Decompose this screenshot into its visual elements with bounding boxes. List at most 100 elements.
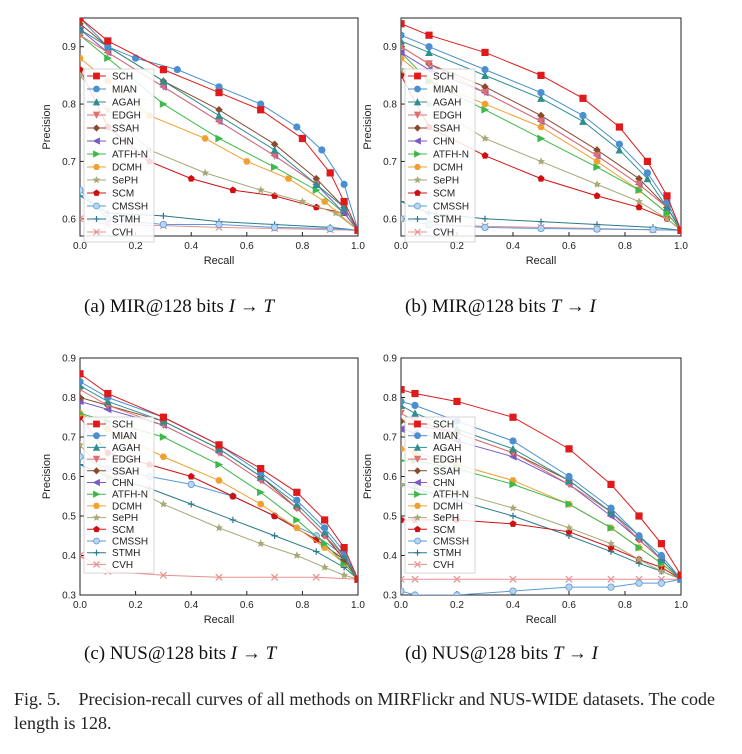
y-tick-label: 0.7 [383, 157, 397, 168]
legend-label-cmssh: CMSSH [112, 537, 148, 548]
data-point-stmh [509, 512, 517, 520]
caption-a-math: I → T [228, 296, 275, 317]
legend-marker-chn [92, 478, 100, 487]
data-point-cvh [80, 551, 84, 560]
data-point-sch [425, 31, 433, 39]
data-point-stmh [537, 218, 545, 225]
legend: SCH MIAN AGAH EDGH SSAH CHN ATFH-N DCMH SePH SCM C… [83, 68, 155, 243]
legend-label-stmh: STMH [112, 548, 140, 559]
x-tick-label: 0.0 [73, 600, 87, 611]
data-point-dcmh [257, 500, 265, 508]
legend-label-sch: SCH [433, 420, 454, 431]
y-tick-label: 0.6 [383, 214, 397, 225]
x-tick-label: 0.4 [506, 241, 520, 252]
data-point-ssah [80, 393, 84, 402]
data-point-sch [565, 445, 573, 453]
data-point-cmssh [565, 583, 573, 591]
data-point-cmssh [481, 223, 489, 231]
data-point-dcmh [159, 453, 168, 460]
x-tick-label: 0.6 [240, 241, 254, 252]
data-point-atfh-n [537, 134, 546, 143]
data-point-agah [537, 94, 545, 102]
data-point-seph [340, 571, 349, 579]
figure-caption-text: Precision-recall curves of all methods o… [14, 689, 716, 733]
legend-marker-ssah [92, 467, 101, 475]
data-point-cvh [159, 571, 168, 579]
data-point-mian [80, 378, 84, 386]
data-point-agah [411, 409, 419, 417]
data-point-cmssh [326, 224, 334, 233]
data-point-cvh [607, 575, 615, 583]
data-point-dcmh [243, 158, 251, 165]
legend-marker-sch [93, 72, 100, 80]
data-point-cvh [401, 575, 405, 583]
data-point-atfh-n [215, 460, 224, 469]
data-point-dcmh [537, 123, 545, 131]
legend-label-edgh: EDGH [433, 111, 462, 122]
y-tick-label: 0.3 [383, 591, 397, 602]
legend-marker-ssah [413, 124, 422, 132]
legend-label-mian: MIAN [433, 431, 458, 442]
legend-label-mian: MIAN [112, 85, 137, 96]
legend-label-chn: CHN [433, 478, 455, 489]
legend-marker-dcmh [414, 164, 421, 170]
data-point-edgh [635, 180, 643, 189]
data-point-sch [80, 18, 84, 22]
data-point-agah [80, 381, 84, 390]
data-point-agah [481, 71, 489, 79]
data-point-scm [187, 472, 195, 480]
legend-label-cmssh: CMSSH [433, 537, 469, 548]
data-point-sch [298, 134, 307, 143]
data-point-sch [663, 192, 671, 200]
x-tick-label: 0.2 [129, 241, 143, 252]
y-tick-label: 0.9 [383, 354, 397, 365]
data-point-cmssh [187, 480, 195, 488]
data-point-agah [103, 397, 112, 406]
data-point-mian [411, 401, 419, 409]
data-point-edgh [80, 31, 84, 40]
series-line-mian [80, 18, 358, 231]
data-point-scm [481, 151, 489, 159]
legend-marker-agah [92, 443, 101, 451]
legend-marker-agah [413, 98, 422, 106]
legend-label-atfh-n: ATFH-N [433, 150, 469, 161]
data-point-agah [215, 444, 223, 453]
x-axis-label: Recall [204, 614, 235, 626]
x-tick-label: 1.0 [351, 600, 365, 611]
data-point-agah [340, 203, 348, 211]
legend-label-agah: AGAH [433, 443, 461, 454]
data-point-mian [635, 532, 643, 540]
legend-label-cvh: CVH [433, 228, 454, 239]
legend-label-scm: SCM [112, 189, 134, 200]
legend-label-chn: CHN [112, 137, 134, 148]
legend-marker-ssah [92, 124, 101, 132]
data-point-sch [257, 464, 265, 473]
y-tick-label: 0.6 [383, 472, 397, 483]
x-tick-label: 0.6 [562, 241, 576, 252]
legend-label-mian: MIAN [112, 431, 137, 442]
chart-panel-0: 0.0 0.2 0.4 0.6 0.8 1.0 0.6 0.7 0.8 0.9 Recall Prec… [41, 17, 365, 267]
data-point-agah [663, 203, 671, 211]
data-point-atfh-n [401, 458, 406, 463]
legend-label-edgh: EDGH [112, 455, 141, 466]
legend-marker-seph [92, 513, 101, 521]
data-point-scm [80, 65, 84, 73]
data-point-seph [80, 440, 85, 449]
legend-label-cmssh: CMSSH [433, 202, 469, 213]
data-point-atfh-n [104, 54, 112, 63]
data-point-cmssh [401, 587, 405, 595]
legend-marker-chn [92, 137, 100, 145]
data-point-cvh [565, 575, 573, 583]
data-point-mian [565, 472, 573, 481]
caption-b-math: T → I [550, 296, 596, 317]
legend-label-agah: AGAH [112, 98, 140, 109]
data-point-seph [606, 539, 616, 548]
legend-marker-sch [414, 72, 421, 80]
data-point-mian [615, 140, 624, 148]
data-point-sch [401, 20, 405, 28]
data-point-cmssh [593, 225, 601, 233]
data-point-stmh [313, 548, 320, 555]
data-point-sch [326, 169, 334, 177]
data-point-ssah [401, 417, 405, 425]
legend-marker-edgh [413, 111, 422, 119]
